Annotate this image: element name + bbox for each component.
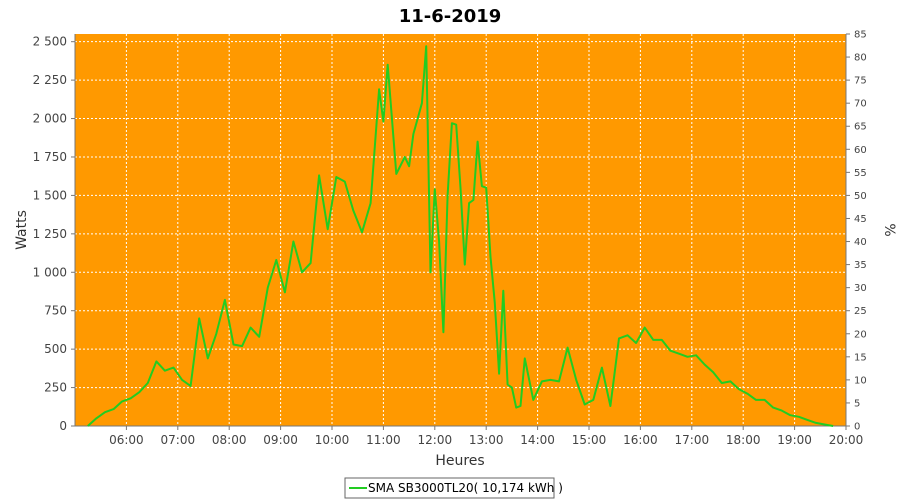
x-tick-label: 09:00 xyxy=(263,433,298,447)
x-tick-label: 11:00 xyxy=(366,433,401,447)
x-tick-label: 16:00 xyxy=(623,433,658,447)
legend-label: SMA SB3000TL20( 10,174 kWh ) xyxy=(368,481,563,495)
x-tick-label: 13:00 xyxy=(469,433,504,447)
y-axis-label: Watts xyxy=(14,210,30,250)
y-tick-label: 750 xyxy=(44,304,67,318)
y2-tick-label: 50 xyxy=(854,191,867,202)
y-tick-label: 2 250 xyxy=(33,73,67,87)
chart-title: 11-6-2019 xyxy=(399,6,502,27)
y-tick-label: 2 500 xyxy=(33,35,67,49)
legend-box xyxy=(344,477,555,499)
x-tick-label: 08:00 xyxy=(212,433,247,447)
x-tick-label: 12:00 xyxy=(418,433,453,447)
x-tick-label: 10:00 xyxy=(315,433,350,447)
y-tick-label: 500 xyxy=(44,342,67,356)
x-tick-label: 17:00 xyxy=(675,433,710,447)
legend: SMA SB3000TL20( 10,174 kWh ) xyxy=(344,477,563,499)
y2-tick-label: 70 xyxy=(854,99,867,110)
x-tick-label: 20:00 xyxy=(829,433,864,447)
y2-tick-label: 35 xyxy=(854,260,867,271)
y2-tick-label: 65 xyxy=(854,122,867,133)
y2-tick-label: 20 xyxy=(854,329,867,340)
y2-axis-ticks: 0 5 10 15 20 25 30 35 40 45 50 55 60 65 70 75 80 85 xyxy=(846,30,867,433)
y-tick-label: 1 250 xyxy=(33,227,67,241)
y2-tick-label: 60 xyxy=(854,145,867,156)
y-tick-label: 1 500 xyxy=(33,188,67,202)
x-axis-ticks: 06:00 07:00 08:00 09:00 10:00 11:00 12:00 13:00… xyxy=(109,426,863,447)
x-tick-label: 18:00 xyxy=(726,433,761,447)
y2-tick-label: 10 xyxy=(854,375,867,386)
x-tick-label: 19:00 xyxy=(777,433,812,447)
plot-area xyxy=(75,34,846,426)
y2-tick-label: 80 xyxy=(854,53,867,64)
y2-tick-label: 85 xyxy=(854,30,867,41)
y2-tick-label: 45 xyxy=(854,214,867,225)
y2-tick-label: 40 xyxy=(854,237,867,248)
y2-tick-label: 75 xyxy=(854,76,867,87)
x-axis-label: Heures xyxy=(435,453,484,469)
y2-tick-label: 30 xyxy=(854,283,867,294)
x-tick-label: 15:00 xyxy=(572,433,607,447)
y-tick-label: 1 000 xyxy=(33,265,67,279)
y2-axis-label: % xyxy=(881,223,897,236)
y-axis-ticks: 0 250 500 750 1 000 1 250 1 500 1 750 2 000 2 250… xyxy=(33,35,75,433)
series-layer xyxy=(87,45,834,427)
x-tick-label: 14:00 xyxy=(520,433,555,447)
y-tick-label: 1 750 xyxy=(33,150,67,164)
axes xyxy=(74,34,847,427)
y-tick-label: 250 xyxy=(44,381,67,395)
y2-tick-label: 5 xyxy=(854,398,860,409)
y2-tick-label: 15 xyxy=(854,352,867,363)
y-tick-label: 0 xyxy=(59,419,67,433)
y-tick-label: 2 000 xyxy=(33,112,67,126)
series-line-0 xyxy=(87,45,834,427)
y2-tick-label: 55 xyxy=(854,168,867,179)
x-tick-label: 06:00 xyxy=(109,433,144,447)
y2-tick-label: 0 xyxy=(854,422,860,433)
y2-tick-label: 25 xyxy=(854,306,867,317)
x-tick-label: 07:00 xyxy=(161,433,196,447)
